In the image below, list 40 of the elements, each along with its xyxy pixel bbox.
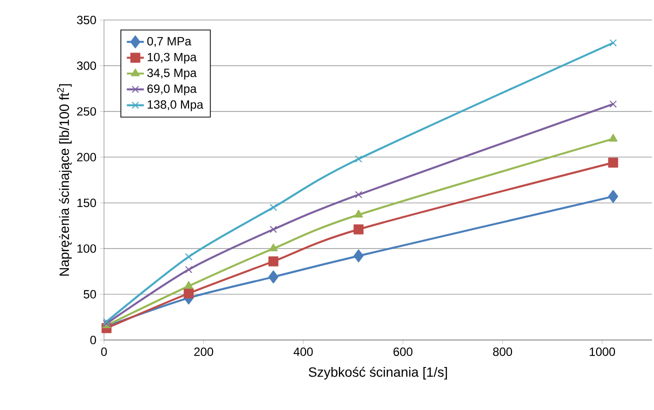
point [269, 244, 278, 252]
legend-label: 138,0 Mpa [148, 100, 204, 112]
legend-label: 34,5 Mpa [147, 68, 197, 80]
y-axis-title: Naprężenia ścinające [lb/100 ft$^{2}$] [57, 84, 72, 276]
y-tick-label: 150 [77, 198, 96, 208]
y-tick-label: 100 [77, 244, 96, 253]
point [185, 253, 192, 260]
x-tick-label: 1000 [590, 348, 616, 356]
point [609, 39, 617, 47]
y-tick-label: 250 [77, 107, 96, 116]
point [608, 134, 618, 142]
y-tick-label: 200 [77, 152, 96, 162]
legend-label: 10,3 Mpa [148, 52, 197, 64]
point [184, 288, 194, 298]
x-tick-label: 800 [493, 348, 512, 356]
x-tick-label: 400 [294, 348, 313, 356]
point [270, 226, 278, 234]
point [354, 210, 363, 218]
y-tick-label: 50 [84, 290, 96, 299]
x-tick-label: 200 [194, 348, 214, 356]
point [354, 249, 364, 262]
point [268, 270, 278, 284]
y-tick-label: 300 [76, 61, 96, 70]
point [354, 224, 364, 234]
point [184, 281, 194, 289]
x-axis-title: Szybkość ścinania [1/s] [308, 366, 447, 380]
point [608, 190, 618, 203]
point [270, 204, 278, 212]
point [268, 256, 278, 266]
y-tick-label: 0 [90, 336, 96, 344]
y-tick-label: 350 [76, 16, 96, 24]
point [354, 190, 362, 198]
legend-label: 69,0 Mpa [147, 84, 197, 96]
point [608, 158, 618, 168]
point [354, 155, 362, 163]
x-tick-label: 0 [101, 348, 107, 356]
legend-label: 0,7 MPa [147, 36, 192, 47]
point [185, 266, 192, 274]
x-tick-label: 600 [394, 348, 412, 356]
point [609, 100, 617, 108]
